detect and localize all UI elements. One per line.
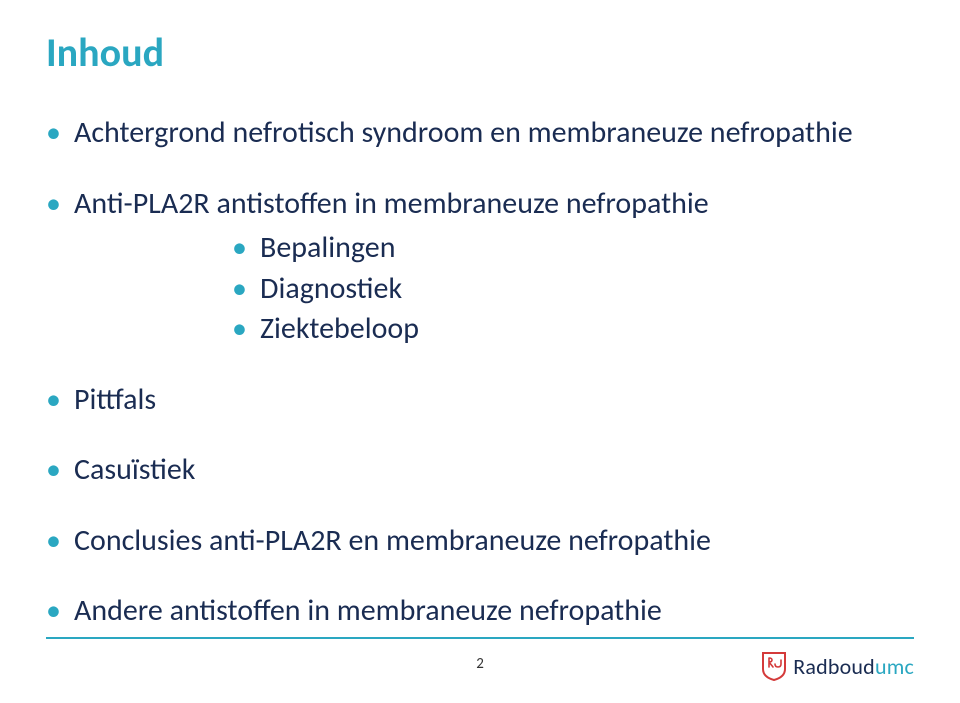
logo-text: Radboudumc (793, 653, 914, 680)
shield-icon (761, 651, 787, 681)
bullet-text: Anti-PLA2R antistoffen in membraneuze ne… (74, 185, 709, 222)
bullet-text: Bepalingen (260, 229, 395, 266)
footer-divider (46, 637, 914, 639)
bullet-list: Achtergrond nefrotisch syndroom en membr… (46, 113, 914, 632)
list-item: Andere antistoffen in membraneuze nefrop… (46, 591, 914, 632)
list-item: Casuïstiek (46, 450, 914, 491)
bullet-text: Achtergrond nefrotisch syndroom en membr… (74, 114, 853, 151)
list-item: Conclusies anti-PLA2R en membraneuze nef… (46, 521, 914, 562)
slide-content: Achtergrond nefrotisch syndroom en membr… (46, 113, 914, 632)
list-item: Bepalingen (232, 228, 914, 269)
logo-suffix: umc (875, 653, 914, 680)
bullet-text: Pittfals (74, 381, 156, 418)
bullet-text: Conclusies anti-PLA2R en membraneuze nef… (74, 522, 711, 559)
bullet-text: Casuïstiek (74, 451, 195, 488)
list-item: Pittfals (46, 380, 914, 421)
logo-name: Radboud (793, 653, 875, 680)
slide-title: Inhoud (46, 28, 914, 77)
slide: Inhoud Achtergrond nefrotisch syndroom e… (0, 0, 960, 703)
bullet-text: Ziektebeloop (260, 310, 419, 347)
sub-bullet-list: Bepalingen Diagnostiek Ziektebeloop (74, 228, 914, 350)
list-item: Diagnostiek (232, 269, 914, 310)
logo: Radboudumc (761, 651, 914, 681)
list-item: Achtergrond nefrotisch syndroom en membr… (46, 113, 914, 154)
list-item: Ziektebeloop (232, 309, 914, 350)
bullet-text: Diagnostiek (260, 270, 402, 307)
bullet-text: Andere antistoffen in membraneuze nefrop… (74, 592, 662, 629)
list-item: Anti-PLA2R antistoffen in membraneuze ne… (46, 184, 914, 350)
